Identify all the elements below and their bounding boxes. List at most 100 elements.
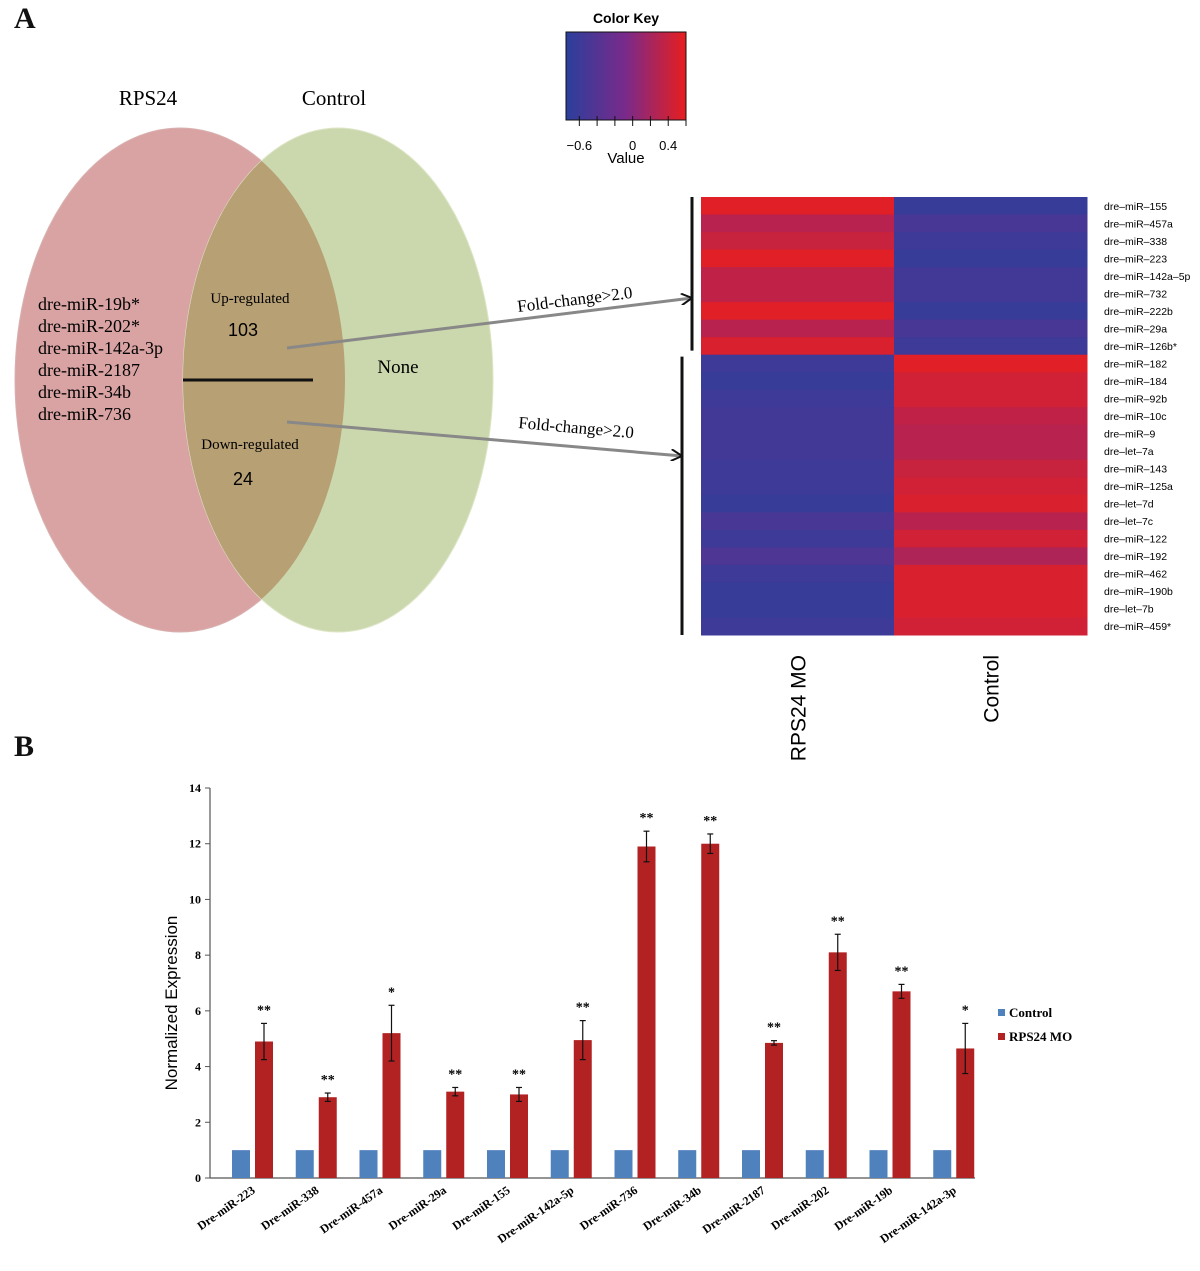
bar-y-tick-label: 0 [195, 1171, 201, 1185]
bar-rps24-mo [637, 846, 656, 1178]
arrow-down-label: Fold-change>2.0 [518, 413, 635, 442]
heatmap-cell [701, 529, 895, 548]
bar-y-tick-label: 4 [195, 1060, 201, 1074]
heatmap-cell [894, 372, 1088, 391]
heatmap-cell [701, 547, 895, 566]
significance-marker: ** [831, 914, 845, 929]
heatmap-row-label: dre–miR–182 [1104, 358, 1167, 370]
significance-marker: * [388, 985, 395, 1000]
bar-category-label: Dre-miR-457a [317, 1183, 385, 1236]
heatmap-row-label: dre–let–7b [1104, 604, 1154, 616]
heatmap-cell [894, 564, 1088, 583]
venn-left-item: dre-miR-142a-3p [38, 338, 163, 358]
heatmap-row-label: dre–miR–462 [1104, 569, 1167, 581]
heatmap-cell [894, 477, 1088, 496]
heatmap-cell [894, 407, 1088, 426]
venn-left-item: dre-miR-34b [38, 382, 131, 402]
heatmap-cell [701, 477, 895, 496]
heatmap-column-label: Control [981, 655, 1004, 723]
heatmap-row-label: dre–let–7a [1104, 446, 1154, 458]
heatmap-cell [894, 512, 1088, 531]
heatmap-row-label: dre–miR–155 [1104, 201, 1167, 213]
heatmap-cell [894, 337, 1088, 356]
heatmap-cell [701, 407, 895, 426]
venn-down-count: 24 [233, 469, 253, 489]
arrow-down [286, 420, 682, 456]
heatmap-row-label: dre–miR–192 [1104, 551, 1167, 563]
bar-rps24-mo [892, 991, 911, 1178]
bar-category-label: Dre-miR-34b [640, 1183, 704, 1234]
heatmap-row-label: dre–let–7d [1104, 499, 1154, 511]
heatmap-cell [894, 214, 1088, 233]
significance-marker: ** [576, 1001, 590, 1016]
heatmap-row-label: dre–miR–10c [1104, 411, 1166, 423]
heatmap-cell [894, 354, 1088, 373]
heatmap-row-label: dre–miR–190b [1104, 586, 1173, 598]
bar-category-label: Dre-miR-19b [832, 1183, 896, 1234]
heatmap-cell [701, 459, 895, 478]
bar-rps24-mo [956, 1048, 975, 1178]
heatmap-row-label: dre–miR–732 [1104, 288, 1167, 300]
bar-y-tick-label: 6 [195, 1004, 201, 1018]
heatmap-cell [701, 389, 895, 408]
heatmap-row-label: dre–miR–223 [1104, 253, 1167, 265]
bar-category-label: Dre-miR-2187 [700, 1183, 768, 1236]
venn-diagram: RPS24 Control dre-miR-19b*dre-miR-202*dr… [14, 86, 494, 633]
significance-marker: * [962, 1003, 969, 1018]
bar-y-tick-label: 8 [195, 948, 201, 962]
venn-left-item: dre-miR-2187 [38, 360, 140, 380]
bar-control [805, 1150, 824, 1178]
heatmap-row-label: dre–miR–457a [1104, 218, 1173, 230]
heatmap-cell [701, 494, 895, 513]
bar-rps24-mo [382, 1033, 401, 1178]
heatmap-cell [701, 197, 895, 216]
heatmap: dre–miR–155 dre–miR–457a dre–miR–338 dre–mi… [680, 197, 1191, 761]
venn-overlap [183, 128, 345, 632]
panel-b-letter: B [14, 730, 35, 763]
heatmap-row-label: dre–miR–222b [1104, 306, 1173, 318]
bar-y-tick-label: 2 [195, 1115, 201, 1129]
legend-swatch [998, 1009, 1005, 1016]
bar-rps24-mo [765, 1042, 783, 1178]
bar-control [933, 1150, 952, 1178]
heatmap-cell [701, 214, 895, 233]
heatmap-row-label: dre–miR–142a–5p [1104, 271, 1191, 283]
heatmap-cell [894, 249, 1088, 268]
bar-category-label: Dre-miR-736 [577, 1183, 640, 1233]
heatmap-cell [894, 494, 1088, 513]
legend-swatch [998, 1033, 1005, 1040]
bar-control [550, 1150, 569, 1178]
significance-marker: ** [895, 964, 909, 979]
heatmap-cell [894, 284, 1088, 303]
heatmap-cell [701, 232, 895, 251]
bar-control [232, 1150, 250, 1178]
heatmap-cell [701, 284, 895, 303]
heatmap-cell [701, 442, 895, 461]
bar-control [487, 1150, 505, 1178]
bar-control [359, 1150, 378, 1178]
heatmap-row-label: dre–miR–29a [1104, 323, 1167, 335]
venn-right-label: Control [302, 86, 366, 110]
significance-marker: ** [257, 1003, 271, 1018]
venn-left-label: RPS24 [119, 86, 178, 110]
color-key-tick-label: 0 [629, 138, 636, 153]
venn-up-count: 103 [228, 320, 258, 340]
legend-label: Control [1009, 1005, 1052, 1020]
heatmap-cell [894, 232, 1088, 251]
significance-marker: ** [448, 1067, 462, 1082]
heatmap-cell [701, 599, 895, 618]
bar-rps24-mo [701, 843, 720, 1178]
heatmap-row-label: dre–miR–338 [1104, 236, 1167, 248]
bar-control [295, 1150, 314, 1178]
heatmap-cell [894, 302, 1088, 321]
heatmap-cell [894, 267, 1088, 286]
significance-marker: ** [321, 1073, 335, 1088]
bar-control [614, 1150, 633, 1178]
heatmap-row-label: dre–miR–184 [1104, 376, 1167, 388]
heatmap-row-label: dre–miR–459* [1104, 621, 1171, 633]
color-key-ticks: −0.6 0 0.4 [566, 116, 687, 153]
heatmap-cell [701, 512, 895, 531]
heatmap-row-label: dre–let–7c [1104, 516, 1153, 528]
